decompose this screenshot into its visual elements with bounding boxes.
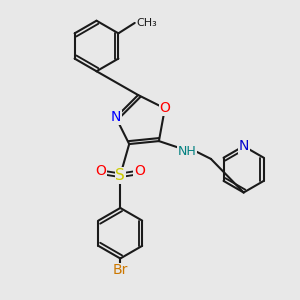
Text: N: N: [238, 139, 249, 153]
Text: CH₃: CH₃: [136, 18, 157, 28]
Text: N: N: [111, 110, 121, 124]
Text: O: O: [134, 164, 145, 178]
Text: Br: Br: [112, 263, 128, 278]
Text: S: S: [116, 168, 125, 183]
Text: O: O: [159, 101, 170, 116]
Text: O: O: [95, 164, 106, 178]
Text: NH: NH: [178, 145, 196, 158]
